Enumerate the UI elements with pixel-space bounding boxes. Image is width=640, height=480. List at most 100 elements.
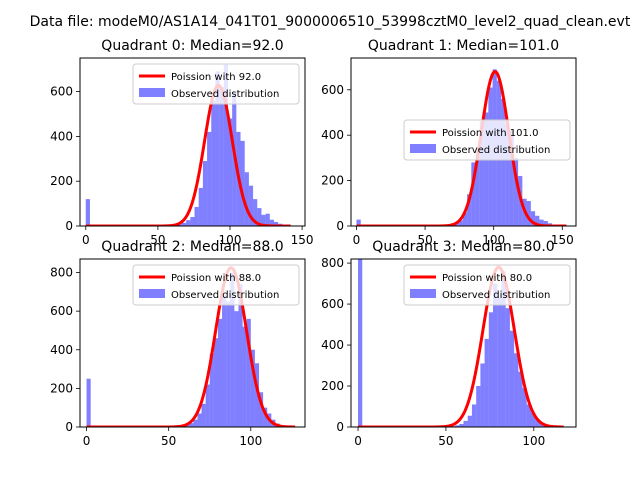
histogram-bar (471, 162, 476, 226)
histogram-bar (209, 353, 214, 427)
histogram-bar (265, 213, 270, 226)
histogram-bar (189, 423, 194, 427)
x-tick-label: 100 (219, 233, 242, 247)
x-tick-label: 50 (417, 233, 432, 247)
y-tick-label: 200 (50, 174, 73, 188)
histogram-bar (458, 220, 463, 226)
histogram-bar (219, 87, 224, 226)
histogram-bar (257, 208, 262, 226)
histogram-bar (356, 219, 361, 226)
x-tick-label: 100 (522, 434, 545, 448)
poisson-curve (85, 83, 292, 226)
histogram-bar (514, 353, 519, 427)
x-tick-label: 0 (354, 434, 362, 448)
y-tick-label: 400 (50, 343, 73, 357)
histogram-bar (246, 318, 251, 427)
y-tick-label: 200 (321, 379, 344, 393)
subplot-quadrant-2: 0 50 100 0 200 400 600 800 Quadrant 2: Median=88… (50, 239, 306, 448)
x-tick-label: 0 (82, 233, 90, 247)
histogram-bar (259, 392, 264, 427)
subplot-quadrant-3: 0 50 100 0 200 400 600 800 Quadrant 3: Median=80… (321, 239, 577, 448)
histogram-bar (86, 378, 91, 427)
histogram-bar (254, 363, 260, 427)
legend: Poission with 101.0 Observed distribution (403, 119, 571, 161)
histogram-bar (463, 420, 468, 427)
axes-frame (350, 258, 577, 428)
histogram-bar (467, 194, 472, 226)
x-tick-label: 150 (291, 233, 314, 247)
histogram-bar (201, 403, 206, 427)
plot-area (85, 266, 296, 427)
legend-label-observed: Observed distribution (442, 145, 550, 156)
histogram-bar (467, 415, 472, 427)
y-tick-label: 600 (50, 85, 73, 99)
histogram-bar (509, 130, 514, 226)
histogram-bar (227, 118, 233, 226)
x-tick-label: 150 (551, 233, 574, 247)
histogram-bar (202, 161, 208, 226)
histogram-bar (85, 199, 90, 226)
axes-frame (79, 57, 306, 227)
histogram-bar (190, 217, 195, 226)
subplot-quadrant-0: 0 50 100 150 0 200 400 600 Quadrant 0: Median=92… (50, 38, 313, 247)
histogram-bar (479, 121, 485, 226)
histogram-bar (493, 283, 498, 427)
x-tick-label: 50 (161, 434, 176, 448)
histogram-bar (526, 201, 531, 226)
histogram-bar (358, 259, 363, 427)
plot-area (85, 64, 292, 226)
histogram-bar (518, 371, 523, 427)
histogram-bar (193, 419, 198, 427)
histogram-bar (248, 185, 254, 226)
y-tick-label: 600 (321, 297, 344, 311)
legend-label-poisson: Poission with 88.0 (171, 273, 261, 284)
histogram-bar (244, 172, 249, 226)
poisson-curve (355, 70, 568, 226)
histogram-bar (513, 157, 519, 226)
y-tick-label: 400 (321, 338, 344, 352)
histogram-bar (185, 425, 190, 427)
histogram-bar (263, 407, 268, 427)
histogram-bar (223, 64, 228, 226)
histogram-bar (530, 211, 536, 226)
poisson-curve (357, 265, 565, 427)
histogram-bar (462, 212, 468, 226)
y-tick-label: 800 (321, 256, 344, 270)
histogram-bar (177, 224, 182, 226)
histogram-bar (488, 312, 494, 427)
histogram-bar (186, 220, 191, 226)
histogram-bar (526, 404, 531, 427)
histogram-bar (535, 418, 540, 427)
x-tick-label: 100 (239, 434, 262, 448)
x-tick-label: 50 (438, 434, 453, 448)
legend-frame (132, 264, 300, 306)
x-tick-label: 0 (83, 434, 91, 448)
y-tick-label: 0 (65, 219, 73, 233)
histogram-bar (505, 308, 510, 427)
histogram-bar (501, 271, 506, 427)
y-tick-label: 0 (336, 219, 344, 233)
y-tick-label: 200 (321, 174, 344, 188)
subplot-quadrant-1: 0 50 100 150 0 200 400 600 Quadrant 1: Median=10… (321, 38, 577, 247)
histogram-bar (217, 318, 223, 427)
y-tick-label: 200 (50, 381, 73, 395)
histogram-bar (522, 388, 527, 427)
figure-suptitle: Data file: modeM0/AS1A14_041T01_90000065… (30, 14, 631, 30)
y-tick-label: 0 (336, 420, 344, 434)
histogram-bar (207, 131, 212, 226)
legend: Poission with 80.0 Observed distribution (403, 264, 571, 306)
histogram-bar (539, 422, 544, 427)
subplot-title: Quadrant 2: Median=88.0 (101, 239, 283, 255)
legend-bar-swatch (410, 289, 436, 298)
legend-label-poisson: Poission with 80.0 (442, 273, 532, 284)
chart-panels: 0 50 100 150 0 200 400 600 Quadrant 0: Median=92… (50, 38, 577, 448)
histogram-bar (497, 297, 502, 427)
histogram-bar (501, 98, 506, 226)
legend-bar-swatch (139, 88, 165, 97)
histogram-bar (198, 187, 203, 226)
legend-label-poisson: Poission with 92.0 (171, 72, 261, 83)
histogram-bar (238, 284, 243, 427)
x-tick-label: 0 (353, 233, 361, 247)
y-tick-label: 800 (50, 266, 73, 280)
histogram-bar (213, 338, 218, 427)
